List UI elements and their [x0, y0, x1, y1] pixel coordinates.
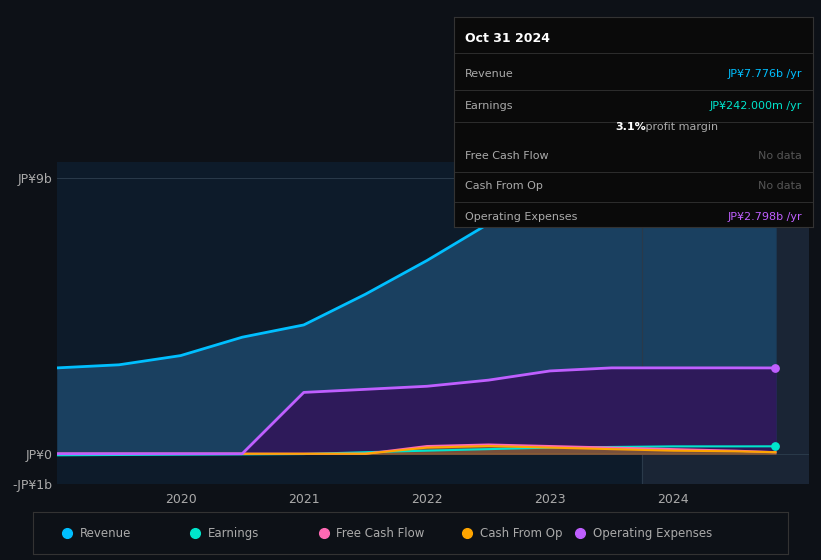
Text: Earnings: Earnings: [465, 101, 513, 111]
Text: Operating Expenses: Operating Expenses: [594, 527, 713, 540]
Bar: [642, 162, 809, 484]
Text: profit margin: profit margin: [642, 122, 718, 132]
Point: [768, 363, 782, 372]
Point: [768, 211, 782, 220]
Text: JP¥7.776b /yr: JP¥7.776b /yr: [727, 69, 802, 80]
Text: Oct 31 2024: Oct 31 2024: [465, 31, 550, 44]
Text: Cash From Op: Cash From Op: [465, 180, 543, 190]
Text: Revenue: Revenue: [465, 69, 513, 80]
Text: Free Cash Flow: Free Cash Flow: [465, 151, 548, 161]
Text: No data: No data: [758, 151, 802, 161]
Text: Operating Expenses: Operating Expenses: [465, 212, 577, 222]
Text: Revenue: Revenue: [80, 527, 131, 540]
Point: [768, 442, 782, 451]
Text: Earnings: Earnings: [208, 527, 259, 540]
Text: Free Cash Flow: Free Cash Flow: [337, 527, 424, 540]
Text: JP¥242.000m /yr: JP¥242.000m /yr: [709, 101, 802, 111]
Text: JP¥2.798b /yr: JP¥2.798b /yr: [727, 212, 802, 222]
Text: 3.1%: 3.1%: [616, 122, 646, 132]
Text: Cash From Op: Cash From Op: [480, 527, 562, 540]
Text: No data: No data: [758, 180, 802, 190]
